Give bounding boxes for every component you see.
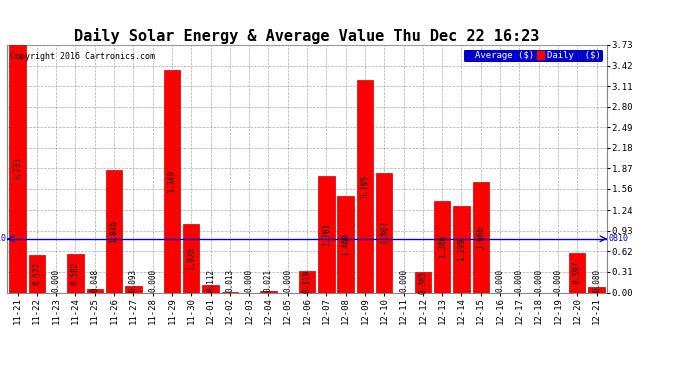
Bar [106,170,122,292]
Bar [337,196,354,292]
Text: 0.305: 0.305 [418,271,427,294]
Text: 3.196: 3.196 [360,175,369,198]
Bar [202,285,219,292]
Text: Copyright 2016 Cartronics.com: Copyright 2016 Cartronics.com [10,53,155,62]
Text: 0.582: 0.582 [71,262,80,285]
Bar [473,182,489,292]
Text: 0.000: 0.000 [245,269,254,292]
Text: 1.846: 1.846 [110,220,119,243]
Text: 3.349: 3.349 [168,170,177,193]
Bar [569,253,586,292]
Text: 1.299: 1.299 [457,238,466,261]
Text: 0.112: 0.112 [206,269,215,292]
Text: 0.319: 0.319 [302,270,312,294]
Bar [453,206,470,292]
Text: 0.000: 0.000 [534,269,543,292]
Text: 1.803: 1.803 [380,221,388,244]
Bar [318,176,335,292]
Text: 0.093: 0.093 [129,269,138,292]
Text: 0.000: 0.000 [284,269,293,292]
Text: 0.000: 0.000 [553,269,562,292]
Text: 0.013: 0.013 [226,269,235,292]
Text: 0.000: 0.000 [399,269,408,292]
Text: 0.597: 0.597 [573,261,582,284]
Text: 1.026: 1.026 [187,247,196,270]
Bar [434,201,451,292]
Bar [376,173,393,292]
Bar [67,254,83,292]
Text: 0.572: 0.572 [32,262,41,285]
Legend: Average ($), Daily  ($): Average ($), Daily ($) [464,50,602,62]
Bar [164,70,180,292]
Text: 1.761: 1.761 [322,222,331,246]
Bar [260,291,277,292]
Text: 3.733: 3.733 [13,157,22,180]
Bar [125,286,141,292]
Bar [183,224,199,292]
Text: 0.810: 0.810 [0,234,6,243]
Bar [9,45,26,292]
Text: 1.666: 1.666 [476,226,485,249]
Text: 0810: 0810 [608,234,628,243]
Text: 1.386: 1.386 [437,235,446,258]
Text: 1.460: 1.460 [341,232,350,256]
Text: 0.021: 0.021 [264,269,273,292]
Text: 0.000: 0.000 [515,269,524,292]
Text: 0.000: 0.000 [52,269,61,292]
Text: 0.080: 0.080 [592,269,601,292]
Bar [299,272,315,292]
Text: 0.000: 0.000 [148,269,157,292]
Bar [28,255,45,292]
Text: 0.048: 0.048 [90,269,99,292]
Title: Daily Solar Energy & Average Value Thu Dec 22 16:23: Daily Solar Energy & Average Value Thu D… [75,28,540,44]
Bar [415,272,431,292]
Bar [86,290,103,292]
Text: 0.000: 0.000 [495,269,504,292]
Bar [589,287,605,292]
Bar [357,80,373,292]
